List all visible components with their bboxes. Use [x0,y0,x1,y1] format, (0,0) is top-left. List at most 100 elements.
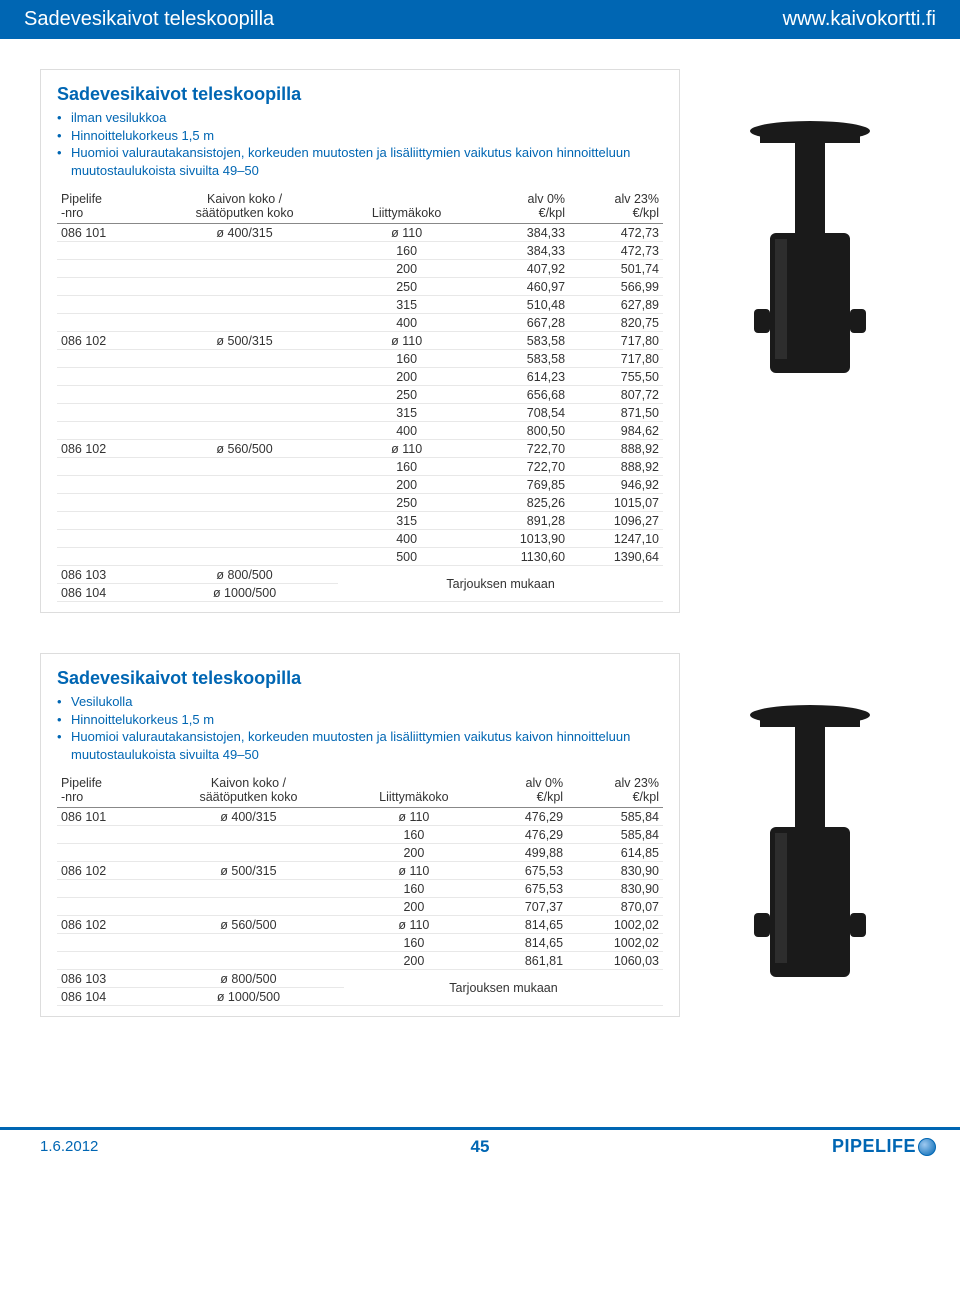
table-cell [151,458,338,476]
section-1: Sadevesikaivot teleskoopilla ilman vesil… [40,69,936,613]
table-cell [57,530,151,548]
table-cell: 984,62 [569,422,663,440]
th-liit-2: Liittymäkoko [344,773,484,808]
th-nro-2: Pipelife-nro [57,773,153,808]
table-cell: ø 110 [344,808,484,826]
table-row: 400667,28820,75 [57,314,663,332]
table-cell: 086 102 [57,440,151,458]
header-url: www.kaivokortti.fi [783,8,936,31]
card-1-bullets: ilman vesilukkoaHinnoittelukorkeus 1,5 m… [57,109,663,179]
table-cell: 1390,64 [569,548,663,566]
table-cell: ø 400/315 [153,808,344,826]
table-cell: 160 [338,242,475,260]
table-cell [57,934,153,952]
table-cell: 820,75 [569,314,663,332]
table-cell: 946,92 [569,476,663,494]
table-cell [57,548,151,566]
table-cell [57,368,151,386]
table-cell: 830,90 [567,862,663,880]
table-cell: ø 1000/500 [151,584,338,602]
table-cell: 510,48 [475,296,569,314]
table-cell [57,422,151,440]
table-cell: 707,37 [484,898,567,916]
table-row: 200499,88614,85 [57,844,663,862]
header-title: Sadevesikaivot teleskoopilla [24,8,274,31]
table-row: 315510,48627,89 [57,296,663,314]
table-cell: 400 [338,530,475,548]
table-cell [151,386,338,404]
table-cell: 614,23 [475,368,569,386]
table-cell [57,296,151,314]
table-row: 086 103ø 800/500Tarjouksen mukaan [57,970,663,988]
bullet-item: Huomioi valurautakansistojen, korkeuden … [57,728,663,763]
table-row: 086 102ø 500/315ø 110583,58717,80 [57,332,663,350]
table-cell: 460,97 [475,278,569,296]
table-cell [151,314,338,332]
table-cell: 870,07 [567,898,663,916]
table-cell: 160 [338,350,475,368]
product-image-1 [710,69,910,389]
table-cell: 160 [344,880,484,898]
card-2-tbody: 086 101ø 400/315ø 110476,29585,84160476,… [57,808,663,1006]
table-cell: 472,73 [569,224,663,242]
table-row: 200407,92501,74 [57,260,663,278]
table-cell: ø 110 [344,916,484,934]
table-cell: 1015,07 [569,494,663,512]
table-cell: 476,29 [484,808,567,826]
table-cell: 086 102 [57,862,153,880]
table-cell: 086 103 [57,970,153,988]
table-cell [153,952,344,970]
table-cell: 1013,90 [475,530,569,548]
table-cell: ø 400/315 [151,224,338,242]
th-alv23-2: alv 23%€/kpl [567,773,663,808]
table-cell [57,242,151,260]
table-cell: 501,74 [569,260,663,278]
table-cell: 160 [338,458,475,476]
table-cell: 717,80 [569,332,663,350]
table-cell: 1096,27 [569,512,663,530]
table-cell: 800,50 [475,422,569,440]
table-cell: 315 [338,296,475,314]
table-cell: 315 [338,404,475,422]
bullet-item: Vesilukolla [57,693,663,711]
table-row: 200861,811060,03 [57,952,663,970]
th-alv23: alv 23%€/kpl [569,189,663,224]
table-cell [151,368,338,386]
table-cell [151,242,338,260]
table-cell [153,880,344,898]
bullet-item: ilman vesilukkoa [57,109,663,127]
table-cell: 1130,60 [475,548,569,566]
table-cell [153,934,344,952]
table-row: 086 101ø 400/315ø 110384,33472,73 [57,224,663,242]
table-row: 200769,85946,92 [57,476,663,494]
header-bar: Sadevesikaivot teleskoopilla www.kaivoko… [0,0,960,39]
table-cell: 708,54 [475,404,569,422]
card-2-bullets: VesilukollaHinnoittelukorkeus 1,5 mHuomi… [57,693,663,763]
table-cell: 807,72 [569,386,663,404]
table-cell [151,548,338,566]
table-cell: 825,26 [475,494,569,512]
card-1-table: Pipelife-nro Kaivon koko /säätöputken ko… [57,189,663,602]
table-cell [57,278,151,296]
th-koko: Kaivon koko /säätöputken koko [151,189,338,224]
table-cell [57,844,153,862]
table-cell [57,386,151,404]
table-cell: 888,92 [569,458,663,476]
table-cell: 888,92 [569,440,663,458]
th-alv0-2: alv 0%€/kpl [484,773,567,808]
bullet-item: Huomioi valurautakansistojen, korkeuden … [57,144,663,179]
table-cell: 755,50 [569,368,663,386]
table-cell: ø 560/500 [151,440,338,458]
table-cell [57,880,153,898]
table-row: 086 102ø 560/500ø 110814,651002,02 [57,916,663,934]
table-cell: 566,99 [569,278,663,296]
table-cell: 250 [338,494,475,512]
table-cell: 086 104 [57,584,151,602]
table-cell [57,952,153,970]
table-cell: 830,90 [567,880,663,898]
table-cell: 675,53 [484,862,567,880]
table-cell: 871,50 [569,404,663,422]
table-cell [153,844,344,862]
table-row: 200707,37870,07 [57,898,663,916]
footer: 1.6.2012 45 PIPELIFE [0,1127,960,1163]
